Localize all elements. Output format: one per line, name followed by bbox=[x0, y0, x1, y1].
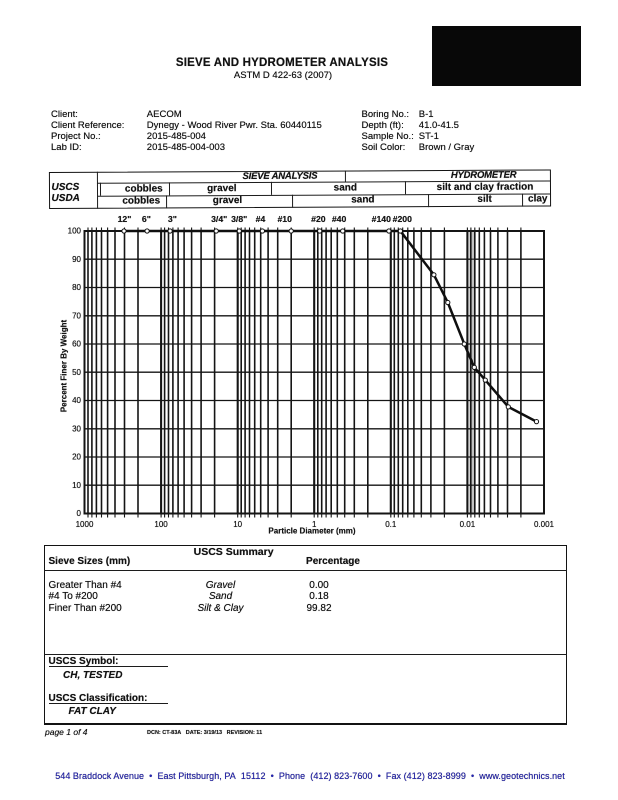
svg-text:3": 3" bbox=[168, 214, 177, 224]
svg-text:0.1: 0.1 bbox=[385, 520, 397, 529]
svg-text:#20: #20 bbox=[311, 214, 326, 224]
svg-text:70: 70 bbox=[72, 311, 81, 320]
svg-text:40: 40 bbox=[72, 396, 81, 405]
svg-text:10: 10 bbox=[72, 481, 81, 490]
svg-text:30: 30 bbox=[72, 424, 81, 433]
svg-text:60: 60 bbox=[72, 340, 81, 349]
svg-text:#4: #4 bbox=[256, 214, 266, 224]
svg-text:Particle Diameter (mm): Particle Diameter (mm) bbox=[268, 527, 355, 536]
svg-text:1: 1 bbox=[312, 520, 317, 529]
svg-text:90: 90 bbox=[72, 255, 81, 264]
svg-text:#10: #10 bbox=[277, 214, 292, 224]
svg-text:3/8": 3/8" bbox=[231, 214, 247, 224]
svg-text:100: 100 bbox=[154, 520, 168, 529]
svg-text:10: 10 bbox=[233, 520, 242, 529]
svg-text:3/4": 3/4" bbox=[211, 214, 227, 224]
svg-text:20: 20 bbox=[72, 453, 81, 462]
svg-text:50: 50 bbox=[72, 368, 81, 377]
svg-text:#40: #40 bbox=[332, 214, 347, 224]
svg-text:80: 80 bbox=[72, 283, 81, 292]
svg-text:0.001: 0.001 bbox=[534, 520, 555, 529]
svg-text:1000: 1000 bbox=[76, 520, 94, 529]
svg-text:#140: #140 bbox=[372, 214, 391, 224]
svg-text:Percent Finer By Weight: Percent Finer By Weight bbox=[60, 320, 69, 413]
svg-text:100: 100 bbox=[68, 227, 82, 236]
svg-text:#200: #200 bbox=[393, 214, 412, 224]
svg-text:6": 6" bbox=[142, 214, 151, 224]
svg-text:0.01: 0.01 bbox=[460, 520, 476, 529]
svg-text:12": 12" bbox=[118, 214, 132, 224]
svg-text:0: 0 bbox=[77, 509, 82, 518]
